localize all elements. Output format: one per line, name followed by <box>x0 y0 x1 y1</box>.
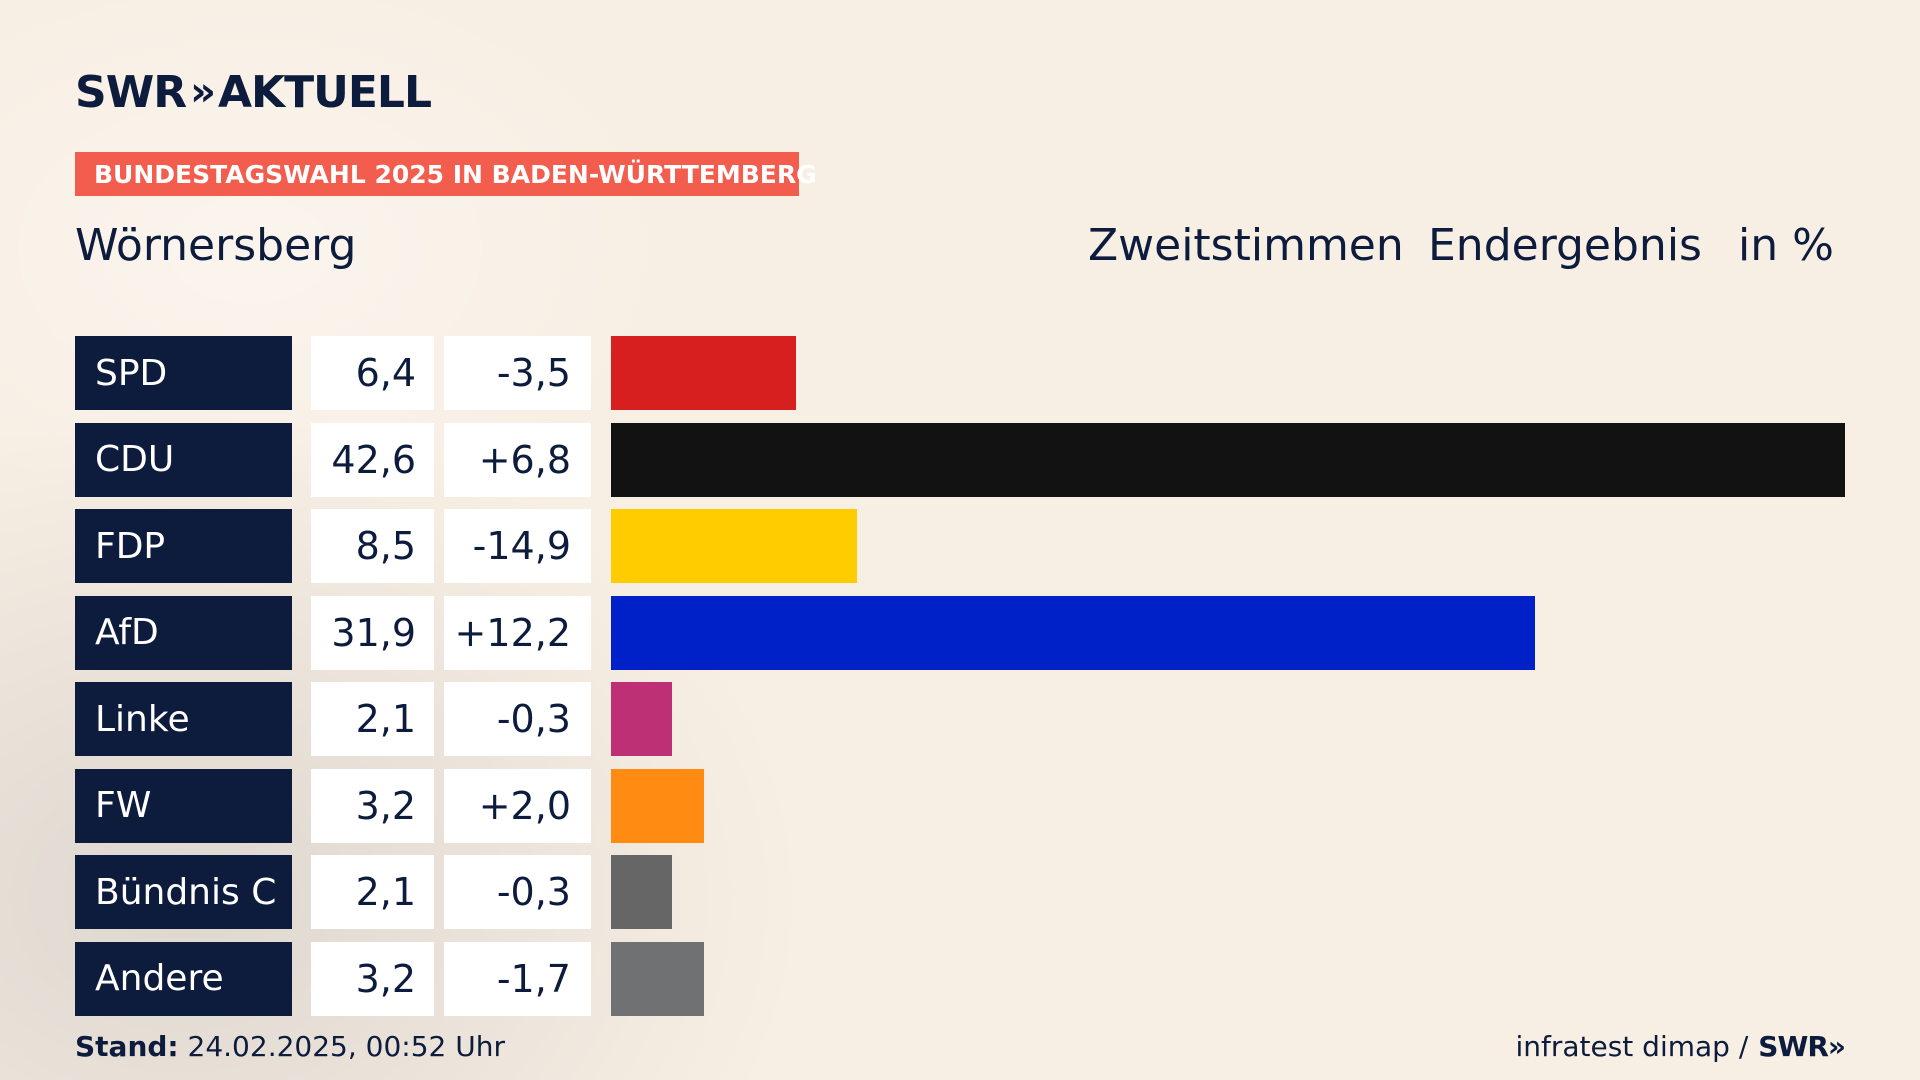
party-label: Bündnis C <box>75 855 292 929</box>
source-brand-text: SWR <box>1758 1030 1829 1063</box>
vote-change-value: -14,9 <box>444 509 591 583</box>
logo-chevron-icon: » <box>190 69 216 115</box>
header-status: Endergebnis <box>1428 220 1702 271</box>
vote-change-value: -3,5 <box>444 336 591 410</box>
swr-aktuell-logo: SWR » AKTUELL <box>75 67 432 118</box>
logo-aktuell-text: AKTUELL <box>217 66 432 118</box>
party-label: FDP <box>75 509 292 583</box>
vote-share-value: 3,2 <box>311 941 434 1016</box>
chart-row: FDP 8,5 -14,9 <box>75 509 1845 583</box>
place-title: Wörnersberg <box>75 220 357 271</box>
logo-swr-text: SWR <box>75 66 187 118</box>
vote-share-bar <box>611 509 857 583</box>
vote-share-bar <box>611 336 796 410</box>
chart-row: SPD 6,4 -3,5 <box>75 336 1845 410</box>
vote-share-value: 3,2 <box>311 768 434 843</box>
vote-share-value: 8,5 <box>311 509 434 583</box>
chart-row: Andere 3,2 -1,7 <box>75 941 1845 1016</box>
chart-row: Linke 2,1 -0,3 <box>75 682 1845 756</box>
vote-share-bar <box>611 855 672 929</box>
vote-share-value: 6,4 <box>311 336 434 410</box>
footer-stand: Stand: 24.02.2025, 00:52 Uhr <box>75 1030 505 1063</box>
party-label: Linke <box>75 682 292 756</box>
vote-share-value: 31,9 <box>311 595 434 670</box>
vote-share-bar <box>611 941 704 1016</box>
stand-value: 24.02.2025, 00:52 Uhr <box>187 1030 505 1063</box>
vote-change-value: -0,3 <box>444 855 591 929</box>
vote-change-value: -0,3 <box>444 682 591 756</box>
footer-source: infratest dimap / SWR» <box>1515 1030 1846 1063</box>
chart-row: AfD 31,9 +12,2 <box>75 595 1845 670</box>
stand-label: Stand: <box>75 1030 179 1063</box>
source-chevron-icon: » <box>1827 1030 1846 1063</box>
vote-change-value: -1,7 <box>444 941 591 1016</box>
party-label: AfD <box>75 595 292 670</box>
vote-share-bar <box>611 422 1845 497</box>
source-swr-logo: SWR» <box>1758 1030 1846 1063</box>
vote-share-value: 2,1 <box>311 682 434 756</box>
vote-share-bar <box>611 682 672 756</box>
chart-row: FW 3,2 +2,0 <box>75 768 1845 843</box>
vote-share-value: 2,1 <box>311 855 434 929</box>
source-text: infratest dimap / <box>1515 1030 1749 1063</box>
party-label: Andere <box>75 941 292 1016</box>
vote-share-bar <box>611 768 704 843</box>
chart-row: CDU 42,6 +6,8 <box>75 422 1845 497</box>
vote-change-value: +12,2 <box>444 595 591 670</box>
party-label: FW <box>75 768 292 843</box>
vote-share-value: 42,6 <box>311 422 434 497</box>
vote-share-bar <box>611 595 1535 670</box>
header-vote-type: Zweitstimmen <box>1088 220 1404 271</box>
header-unit: in % <box>1738 220 1834 271</box>
chart-row: Bündnis C 2,1 -0,3 <box>75 855 1845 929</box>
election-banner: BUNDESTAGSWAHL 2025 IN BADEN-WÜRTTEMBERG <box>75 152 817 196</box>
vote-change-value: +6,8 <box>444 422 591 497</box>
party-label: CDU <box>75 422 292 497</box>
vote-change-value: +2,0 <box>444 768 591 843</box>
party-label: SPD <box>75 336 292 410</box>
